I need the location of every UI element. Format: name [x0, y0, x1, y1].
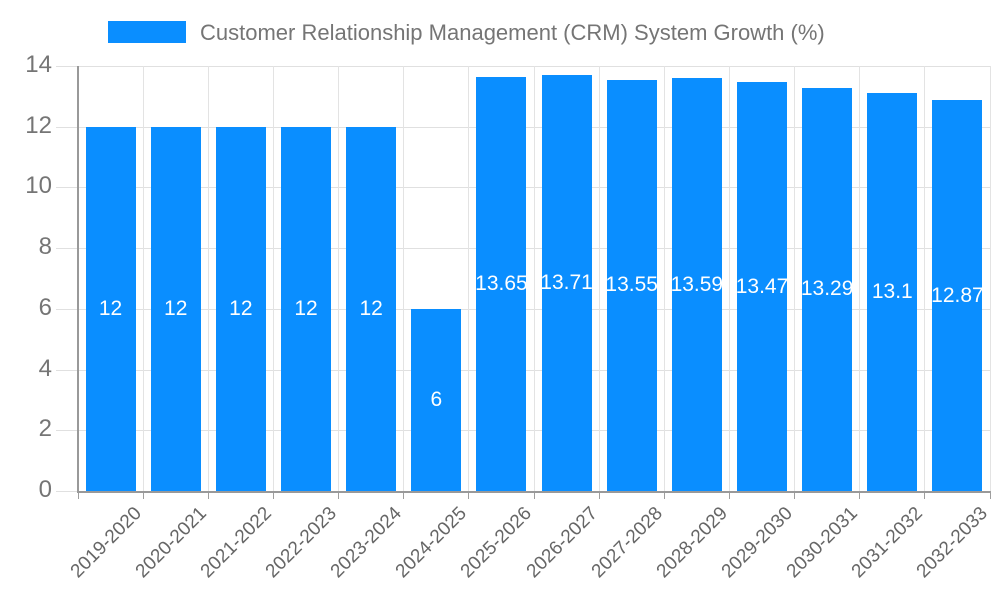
x-gridline	[924, 66, 926, 491]
y-axis-tick-label: 10	[25, 172, 52, 200]
bar-2032-2033[interactable]	[932, 100, 983, 491]
legend: Customer Relationship Management (CRM) S…	[0, 0, 1000, 56]
legend-label[interactable]: Customer Relationship Management (CRM) S…	[200, 20, 825, 45]
x-axis-tick	[663, 491, 665, 499]
bar-value-label: 12.87	[931, 283, 984, 307]
x-gridline	[989, 66, 991, 491]
bar-2025-2026[interactable]	[476, 76, 527, 491]
bar-value-label: 13.29	[800, 277, 854, 301]
x-axis-tick-label: 2025-2026	[457, 503, 537, 583]
x-axis-tick-label: 2032-2033	[913, 503, 993, 583]
x-axis-tick-label: 2019-2020	[66, 503, 146, 583]
x-axis-tick	[989, 491, 991, 499]
bar-2028-2029[interactable]	[671, 78, 722, 491]
legend-swatch[interactable]	[108, 21, 186, 43]
y-axis-tick-label: 0	[38, 476, 52, 503]
x-gridline	[142, 66, 144, 491]
bar-value-label: 13.55	[605, 273, 658, 297]
bar-2021-2022[interactable]	[215, 126, 266, 491]
bar-2030-2031[interactable]	[802, 87, 853, 491]
x-axis-tick	[207, 491, 209, 499]
bar-value-label: 13.59	[670, 272, 724, 296]
y-axis-tick-label: 14	[25, 51, 52, 78]
x-gridline	[859, 66, 861, 491]
bar-value-label: 13.47	[735, 274, 789, 298]
x-axis-tick	[533, 491, 535, 499]
y-gridline	[56, 66, 990, 67]
y-axis-tick-label: 2	[38, 415, 52, 443]
x-axis-tick-label: 2026-2027	[522, 503, 602, 583]
x-axis-tick	[728, 491, 730, 499]
x-axis-tick	[338, 491, 340, 499]
x-gridline	[663, 66, 665, 491]
bar-value-label: 13.65	[475, 271, 528, 295]
bar-value-label: 12	[98, 296, 123, 320]
bar-2024-2025[interactable]	[411, 308, 462, 491]
bar-value-label: 12	[294, 296, 318, 320]
bar-2031-2032[interactable]	[867, 93, 918, 491]
x-axis-tick	[468, 491, 470, 499]
x-axis-tick	[403, 491, 405, 499]
y-axis-line	[77, 66, 79, 491]
x-axis-tick	[794, 491, 796, 499]
x-axis-tick	[272, 491, 274, 499]
bar-2029-2030[interactable]	[737, 82, 787, 491]
bar-2022-2023[interactable]	[281, 126, 331, 491]
x-gridline	[533, 66, 535, 491]
bar-2019-2020[interactable]	[85, 126, 136, 491]
y-axis-tick-label: 4	[38, 354, 52, 382]
x-gridline	[468, 66, 470, 491]
x-axis-tick	[859, 491, 861, 499]
bar-2020-2021[interactable]	[150, 126, 201, 491]
x-gridline	[207, 66, 209, 491]
x-axis-tick	[924, 491, 926, 499]
bar-2023-2024[interactable]	[346, 126, 397, 491]
x-gridline	[794, 66, 796, 491]
x-gridline	[728, 66, 730, 491]
x-axis-line	[77, 491, 990, 493]
bar-value-label: 13.1	[871, 280, 913, 304]
y-axis-tick-label: 6	[38, 293, 52, 321]
bar-value-label: 12	[359, 296, 383, 320]
bar-2027-2028[interactable]	[606, 79, 657, 491]
x-gridline	[598, 66, 600, 491]
bar-value-label: 13.71	[540, 270, 593, 294]
y-axis-tick-label: 12	[25, 111, 52, 139]
x-axis-tick	[598, 491, 600, 499]
bar-value-label: 6	[430, 387, 443, 411]
bar-value-label: 12	[229, 296, 253, 320]
x-gridline	[338, 66, 340, 491]
bar-2026-2027[interactable]	[541, 74, 592, 491]
x-axis-tick	[142, 491, 144, 499]
bar-value-label: 12	[164, 296, 188, 320]
x-gridline	[272, 66, 274, 491]
x-gridline	[403, 66, 405, 491]
y-axis-tick-label: 8	[38, 233, 52, 261]
x-axis-tick	[77, 491, 79, 499]
